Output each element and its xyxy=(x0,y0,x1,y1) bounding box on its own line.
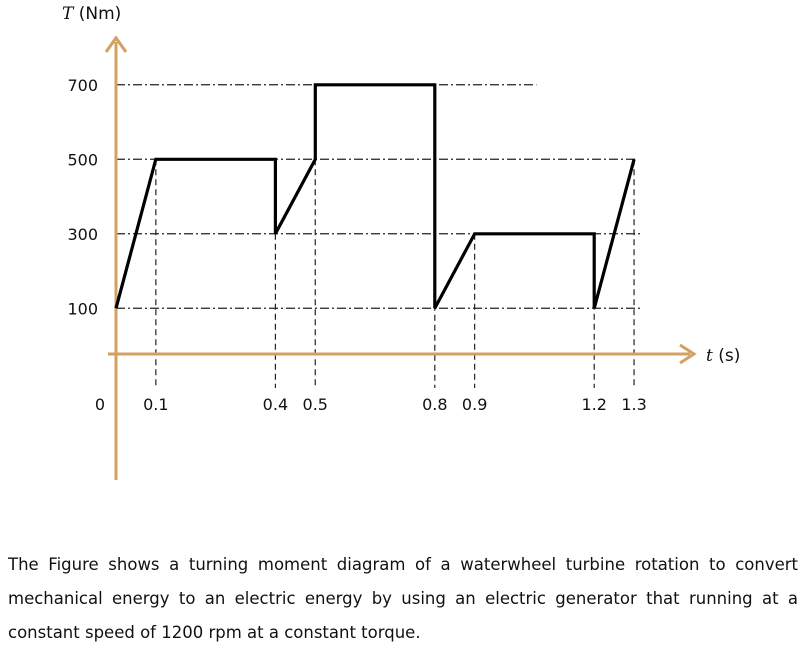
x-tick-label: 1.2 xyxy=(581,395,606,414)
x-axis-arrowhead xyxy=(679,343,697,365)
x-axis-label: t (s) xyxy=(706,346,740,366)
x-axis-variable: t xyxy=(706,346,713,366)
reference-lines xyxy=(116,84,643,388)
figure-caption: The Figure shows a turning moment diagra… xyxy=(8,555,798,642)
x-tick-label: 0.4 xyxy=(263,395,288,414)
x-tick-label: 0.9 xyxy=(462,395,487,414)
x-tick-label: 0.5 xyxy=(303,395,328,414)
y-axis-unit: (Nm) xyxy=(79,4,122,24)
y-tick-label: 300 xyxy=(67,225,98,244)
turning-moment-chart: 700 500 300 100 0 0.1 0.4 0.5 0.8 0.9 1.2 1.3 T (N… xyxy=(62,4,740,480)
y-axis-label: T (Nm) xyxy=(62,4,121,24)
x-tick-label: 0.1 xyxy=(143,395,168,414)
y-tick-labels: 700 500 300 100 xyxy=(67,76,98,319)
x-tick-label: 0 xyxy=(95,395,105,414)
x-axis-unit: (s) xyxy=(718,346,740,366)
x-tick-labels: 0 0.1 0.4 0.5 0.8 0.9 1.2 1.3 xyxy=(95,395,647,414)
torque-series-line xyxy=(114,83,636,310)
y-axis-variable: T xyxy=(62,4,75,24)
x-tick-label: 0.8 xyxy=(422,395,447,414)
y-tick-label: 100 xyxy=(67,299,98,318)
axes xyxy=(104,35,697,480)
y-axis-arrowhead xyxy=(104,35,128,53)
y-tick-label: 500 xyxy=(67,150,98,169)
x-tick-label: 1.3 xyxy=(621,395,646,414)
y-tick-label: 700 xyxy=(67,76,98,95)
